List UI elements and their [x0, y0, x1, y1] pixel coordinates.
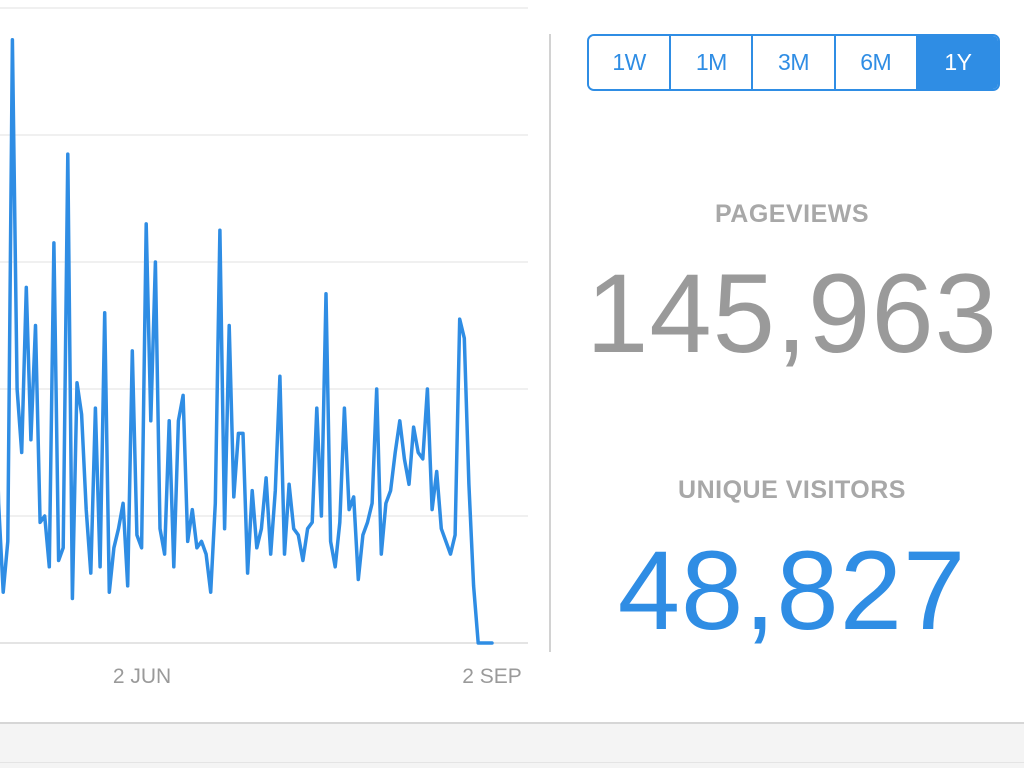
line-chart: 2 JUN 2 SEP [0, 7, 528, 688]
x-tick-label: 2 SEP [462, 665, 522, 688]
unique-visitors-value: 48,827 [617, 528, 967, 653]
footer-divider [0, 762, 1024, 763]
x-axis-ticks: 2 JUN 2 SEP [113, 665, 522, 688]
panel-divider [549, 34, 551, 652]
stats-panel: 1W 1M 3M 6M 1Y PAGEVIEWS 145,963 UNIQUE VISI… [560, 0, 1024, 720]
pageviews-value: 145,963 [586, 251, 998, 376]
range-button-1m[interactable]: 1M [671, 36, 754, 89]
traffic-chart: 2 JUN 2 SEP [0, 0, 530, 720]
footer-bar [0, 722, 1024, 768]
range-button-1w[interactable]: 1W [589, 36, 672, 89]
series-line-pageviews [0, 38, 494, 645]
date-range-selector: 1W 1M 3M 6M 1Y [587, 34, 1000, 91]
unique-visitors-label: UNIQUE VISITORS [678, 476, 906, 504]
pageviews-label: PAGEVIEWS [714, 200, 870, 228]
range-button-3m[interactable]: 3M [753, 36, 836, 89]
x-tick-label: 2 JUN [113, 665, 171, 688]
range-button-1y[interactable]: 1Y [917, 36, 998, 89]
range-button-6m[interactable]: 6M [835, 36, 918, 89]
